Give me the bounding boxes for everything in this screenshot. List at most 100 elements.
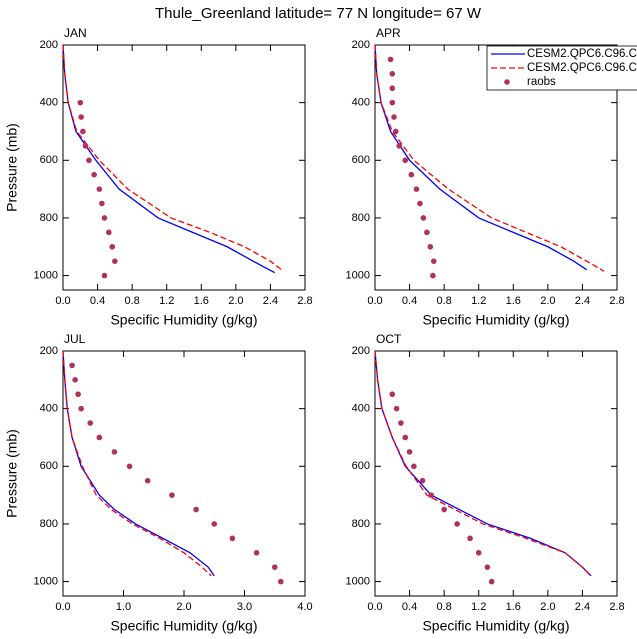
raob-point [402,157,409,164]
raob-point [398,420,404,426]
x-tick-label: 0.4 [402,295,417,307]
figure-title: Thule_Greenland latitude= 77 N longitude… [155,5,482,22]
y-tick-label: 200 [40,345,58,357]
raob-point [387,56,394,63]
raob-point [413,186,420,192]
panel-title: JUL [64,332,86,346]
x-tick-label: 2.4 [575,601,590,613]
raob-point [454,521,460,527]
y-tick-label: 200 [352,345,370,357]
raob-point [389,99,396,106]
raob-point [144,477,151,484]
profile-line [62,44,276,274]
raob-point [72,377,78,383]
x-tick-label: 0.4 [90,295,105,307]
x-tick-label: 0.8 [436,295,451,307]
raob-point [112,258,118,264]
y-tick-label: 1000 [34,575,58,587]
legend-label: CESM2.QPC6.C96.C9 [527,62,637,74]
raob-point [80,128,86,135]
raob-point [389,71,396,77]
x-tick-label: 0.8 [436,601,451,613]
x-tick-label: 1.6 [506,601,521,613]
raob-point [253,549,260,556]
legend-label: raobs [527,76,556,88]
raob-point [278,578,284,585]
x-tick-label: 1.2 [159,295,174,307]
y-tick-label: 600 [352,460,370,472]
plot-frame [374,44,618,291]
profile-line [374,350,590,575]
x-axis-label: Specific Humidity (g/kg) [110,618,257,634]
raob-point [419,477,426,484]
y-tick-label: 600 [40,154,58,166]
x-axis-label: Specific Humidity (g/kg) [110,312,257,328]
legend-label: CESM2.QPC6.C96.C9 [527,48,637,60]
y-axis-label: Pressure (mb) [4,429,20,518]
raob-point [417,200,423,207]
raob-point [78,114,84,120]
raob-point [427,243,434,250]
x-tick-label: 1.0 [116,601,131,613]
x-tick-label: 2.0 [540,295,555,307]
y-tick-label: 400 [40,403,58,415]
raob-point [393,405,400,412]
y-tick-label: 800 [352,518,370,530]
raob-point [430,272,436,279]
x-tick-label: 2.4 [575,295,590,307]
raob-point [475,549,482,556]
plot-frame [62,350,306,597]
raob-point [430,258,437,264]
x-tick-label: 1.2 [471,295,486,307]
profile-line [62,350,212,577]
x-tick-label: 0.0 [367,601,382,613]
x-axis-label: Specific Humidity (g/kg) [422,312,569,328]
raob-point [82,143,89,149]
x-axis-label: Specific Humidity (g/kg) [422,618,569,634]
plot-frame [62,44,306,291]
x-tick-label: 2.0 [540,601,555,613]
y-tick-label: 400 [40,97,58,109]
raob-point [126,463,133,470]
y-tick-label: 400 [352,403,370,415]
raob-point [402,434,409,441]
x-tick-label: 2.8 [297,295,312,307]
raob-point [428,492,434,498]
raob-point [424,229,430,236]
y-tick-label: 600 [352,154,370,166]
x-tick-label: 2.0 [176,601,191,613]
panel-title: OCT [376,332,402,346]
x-tick-label: 0.0 [55,601,70,613]
raob-point [169,492,175,498]
raob-point [420,215,427,221]
x-tick-label: 1.6 [506,295,521,307]
raob-point [392,128,399,135]
y-tick-label: 1000 [346,269,370,281]
profile-line [374,44,605,272]
y-tick-label: 800 [352,212,370,224]
raob-point [87,420,94,426]
raob-point [389,85,396,92]
raob-point [101,272,108,279]
raob-point [101,215,108,221]
x-tick-label: 2.8 [609,601,624,613]
x-tick-label: 4.0 [297,601,312,613]
raob-point [86,157,92,164]
raob-point [406,449,413,455]
raob-point [109,243,116,250]
raob-point [96,434,103,441]
y-tick-label: 200 [40,39,58,51]
y-tick-label: 800 [40,518,58,530]
raob-point [396,143,403,149]
profile-line [62,44,284,272]
x-tick-label: 2.8 [609,295,624,307]
raob-point [111,449,118,455]
x-tick-label: 0.4 [402,601,417,613]
panel-title: APR [376,26,401,40]
legend-marker [504,79,510,85]
x-tick-label: 1.2 [471,601,486,613]
raob-point [467,535,473,542]
x-tick-label: 0.0 [55,295,70,307]
raob-point [229,535,236,542]
